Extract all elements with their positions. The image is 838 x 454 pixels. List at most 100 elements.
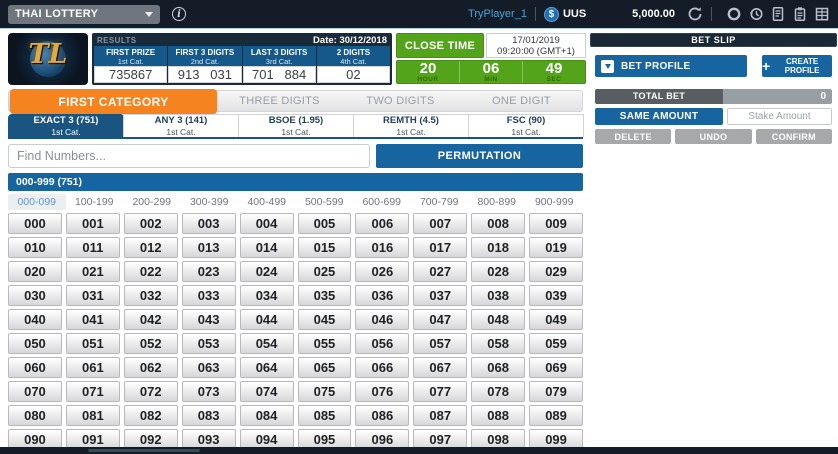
number-cell[interactable]: 000 [8,213,62,234]
number-cell[interactable]: 091 [65,429,120,450]
refresh-icon[interactable] [687,6,703,22]
range-tab[interactable]: 000-099 [8,194,66,210]
number-cell[interactable]: 078 [471,381,526,402]
number-cell[interactable]: 067 [413,357,468,378]
number-cell[interactable]: 062 [123,357,178,378]
number-cell[interactable]: 063 [181,357,236,378]
number-cell[interactable]: 055 [297,333,352,354]
range-tab[interactable]: 800-899 [477,196,517,208]
delete-button[interactable]: DELETE [595,129,672,144]
number-cell[interactable]: 088 [471,405,526,426]
number-cell[interactable]: 066 [355,357,410,378]
number-cell[interactable]: 052 [123,333,178,354]
number-cell[interactable]: 038 [471,285,526,306]
number-cell[interactable]: 058 [471,333,526,354]
number-cell[interactable]: 090 [8,429,62,450]
number-cell[interactable]: 023 [181,261,236,282]
number-cell[interactable]: 031 [65,285,120,306]
number-cell[interactable]: 086 [355,405,410,426]
number-cell[interactable]: 076 [355,381,410,402]
number-cell[interactable]: 026 [355,261,410,282]
number-cell[interactable]: 049 [529,309,583,330]
stake-amount-input[interactable] [727,108,832,125]
number-cell[interactable]: 059 [529,333,583,354]
number-cell[interactable]: 057 [413,333,468,354]
bet-profile-button[interactable]: BET PROFILE [595,55,747,77]
category-tab[interactable]: ONE DIGIT [492,95,551,107]
game-selector-dropdown[interactable]: THAI LOTTERY [8,4,160,24]
number-cell[interactable]: 072 [123,381,178,402]
number-cell[interactable]: 075 [297,381,352,402]
number-cell[interactable]: 051 [65,333,120,354]
number-cell[interactable]: 044 [239,309,294,330]
number-cell[interactable]: 039 [529,285,583,306]
number-cell[interactable]: 082 [123,405,178,426]
number-cell[interactable]: 020 [8,261,62,282]
number-cell[interactable]: 045 [297,309,352,330]
range-tab[interactable]: 300-399 [189,196,229,208]
number-cell[interactable]: 014 [239,237,294,258]
history-icon[interactable] [748,6,764,22]
number-cell[interactable]: 017 [413,237,468,258]
username[interactable]: TryPlayer_1 [468,8,527,20]
info-icon[interactable]: i [172,7,186,21]
number-cell[interactable]: 064 [239,357,294,378]
same-amount-button[interactable]: SAME AMOUNT [595,108,723,125]
number-cell[interactable]: 077 [413,381,468,402]
number-cell[interactable]: 027 [413,261,468,282]
bet-type-tab[interactable]: REMTH (4.5) 1st Cat. [353,114,469,137]
number-cell[interactable]: 043 [181,309,236,330]
number-cell[interactable]: 054 [239,333,294,354]
number-cell[interactable]: 040 [8,309,62,330]
number-cell[interactable]: 048 [471,309,526,330]
number-cell[interactable]: 099 [529,429,583,450]
number-cell[interactable]: 007 [413,213,468,234]
range-tab[interactable]: 200-299 [132,196,172,208]
number-cell[interactable]: 034 [239,285,294,306]
number-cell[interactable]: 010 [8,237,62,258]
number-cell[interactable]: 032 [123,285,178,306]
number-cell[interactable]: 012 [123,237,178,258]
number-cell[interactable]: 022 [123,261,178,282]
number-cell[interactable]: 084 [239,405,294,426]
number-cell[interactable]: 016 [355,237,410,258]
number-cell[interactable]: 080 [8,405,62,426]
number-cell[interactable]: 065 [297,357,352,378]
close-time-button[interactable]: CLOSE TIME [396,33,484,58]
number-cell[interactable]: 009 [529,213,583,234]
range-tab[interactable]: 500-599 [304,196,344,208]
number-cell[interactable]: 073 [181,381,236,402]
betlist-icon[interactable] [792,6,808,22]
statement-icon[interactable] [770,6,786,22]
chip-icon[interactable] [726,6,742,22]
number-cell[interactable]: 060 [8,357,62,378]
number-cell[interactable]: 081 [65,405,120,426]
number-cell[interactable]: 056 [355,333,410,354]
number-cell[interactable]: 087 [413,405,468,426]
number-cell[interactable]: 085 [297,405,352,426]
bet-type-tab[interactable]: BSOE (1.95) 1st Cat. [238,114,354,137]
find-numbers-input[interactable] [8,144,370,168]
confirm-button[interactable]: CONFIRM [755,129,832,144]
number-cell[interactable]: 019 [529,237,583,258]
range-tab[interactable]: 700-799 [419,196,459,208]
number-cell[interactable]: 021 [65,261,120,282]
undo-button[interactable]: UNDO [675,129,752,144]
number-cell[interactable]: 005 [297,213,352,234]
bet-type-tab[interactable]: ANY 3 (141) 1st Cat. [123,114,239,137]
number-cell[interactable]: 036 [355,285,410,306]
number-cell[interactable]: 074 [239,381,294,402]
category-tab[interactable]: THREE DIGITS [239,95,320,107]
number-cell[interactable]: 095 [297,429,352,450]
number-cell[interactable]: 089 [529,405,583,426]
number-cell[interactable]: 024 [239,261,294,282]
range-tab[interactable]: 600-699 [362,196,402,208]
number-cell[interactable]: 011 [65,237,120,258]
number-cell[interactable]: 050 [8,333,62,354]
number-cell[interactable]: 069 [529,357,583,378]
number-cell[interactable]: 013 [181,237,236,258]
number-cell[interactable]: 003 [181,213,236,234]
rules-icon[interactable] [814,6,830,22]
number-cell[interactable]: 008 [471,213,526,234]
number-cell[interactable]: 071 [65,381,120,402]
